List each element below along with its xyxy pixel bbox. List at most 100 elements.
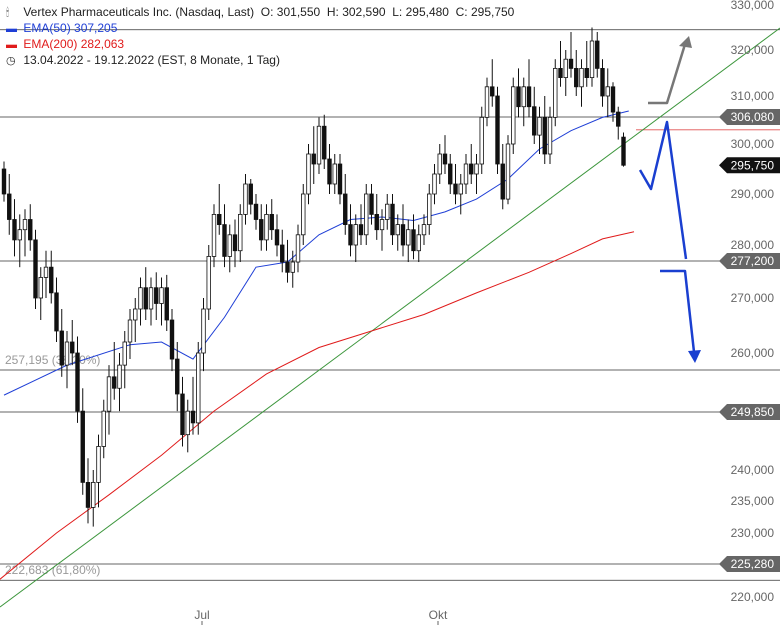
candle-body — [411, 229, 416, 252]
y-axis: 330,000 320,000 310,000 300,000 290,000 280,0… — [731, 0, 775, 604]
price-tag-label: 225,280 — [731, 557, 775, 571]
down-scenario-path — [638, 120, 688, 260]
candle-body — [421, 224, 427, 236]
down-scenario-arrow — [660, 269, 696, 353]
ema50-value: 307,205 — [74, 21, 118, 35]
candle-body — [437, 153, 442, 175]
candle-body — [206, 256, 211, 310]
candle-body — [379, 219, 385, 231]
candle-body — [49, 266, 54, 294]
candle-body — [353, 224, 358, 246]
candle-body — [91, 481, 96, 508]
price-tag-box — [719, 157, 780, 174]
candle-body — [164, 287, 169, 321]
ema50-legend: ▬ EMA(50) 307,205 — [6, 21, 117, 37]
candle-body — [579, 68, 584, 88]
candle-body — [479, 116, 484, 165]
candle-body — [537, 116, 542, 136]
low-value: L: 295,480 — [392, 5, 449, 19]
candle-body — [211, 213, 217, 257]
candle-body — [343, 193, 348, 226]
candle-body — [369, 193, 374, 215]
candle-body — [474, 163, 479, 175]
candle-body — [332, 163, 337, 185]
candle-body — [526, 86, 532, 108]
instrument-header: 🕯 Vertex Pharmaceuticals Inc. (Nasdaq, L… — [6, 5, 514, 21]
candle-body — [80, 410, 85, 483]
candle-body — [505, 143, 511, 200]
candle-body — [448, 163, 453, 185]
candle-body — [138, 287, 143, 310]
price-tag-label: 295,750 — [731, 158, 775, 172]
high-value: H: 302,590 — [326, 5, 386, 19]
instrument-name: Vertex Pharmaceuticals Inc. (Nasdaq, Las… — [23, 5, 255, 19]
horizontal-lines-layer — [0, 29, 780, 581]
candle-body — [385, 203, 390, 220]
candle-body — [169, 319, 175, 360]
candle-body — [75, 352, 80, 412]
candle-body — [306, 153, 311, 195]
candle-body — [159, 287, 164, 304]
candle-body — [358, 224, 364, 236]
price-tag-label: 249,850 — [731, 405, 775, 419]
y-tick-label: 330,000 — [731, 0, 775, 12]
candle-body — [106, 376, 112, 412]
candle-body — [201, 308, 206, 354]
candle-body — [117, 364, 122, 389]
candle-body — [154, 287, 159, 304]
candle-body — [364, 193, 369, 236]
fib-level-label: 222,683 (61,80%) — [5, 563, 100, 577]
candle-body — [33, 239, 38, 299]
candle-body — [516, 86, 521, 108]
candle-body — [553, 68, 558, 118]
y-tick-label: 280,000 — [731, 238, 775, 252]
candle-body — [43, 266, 49, 278]
candle-body — [143, 287, 148, 310]
open-value: O: 301,550 — [260, 5, 321, 19]
candle-body — [348, 224, 353, 246]
candle-body — [54, 292, 59, 332]
candle-body — [542, 116, 547, 155]
candle-body — [12, 219, 17, 241]
candle-body — [248, 183, 253, 205]
candle-body — [301, 193, 306, 236]
candle-body — [17, 229, 22, 241]
candle-body — [458, 183, 463, 195]
candle-body — [589, 40, 595, 78]
up-scenario-arrow — [648, 40, 688, 105]
price-tag-box — [719, 404, 780, 420]
candle-body — [285, 261, 290, 273]
candle-body — [574, 68, 579, 88]
candle-body — [337, 163, 343, 195]
candle-body — [400, 224, 406, 246]
price-tag-label: 306,080 — [731, 110, 775, 124]
candle-body — [395, 224, 400, 236]
candle-body — [180, 393, 185, 436]
candle-body — [232, 234, 238, 252]
ema200-label: EMA(200) — [23, 37, 78, 51]
candle-body — [227, 234, 232, 257]
price-tag-box — [719, 109, 780, 125]
candle-body — [264, 213, 269, 241]
candle-body — [185, 410, 190, 436]
candle-body — [595, 40, 600, 69]
candle-body — [112, 376, 117, 389]
candle-body — [327, 158, 332, 185]
candle-body — [469, 163, 474, 175]
ema50-label: EMA(50) — [23, 21, 71, 35]
x-axis: Jul Okt — [194, 608, 448, 625]
price-tag-label: 277,200 — [731, 254, 775, 268]
candle-body — [600, 68, 605, 97]
candle-body — [621, 136, 626, 166]
candle-body — [243, 183, 248, 215]
candle-body — [442, 153, 448, 165]
y-tick-label: 270,000 — [731, 291, 775, 305]
candle-body — [59, 330, 64, 366]
price-tag-box — [719, 253, 780, 269]
ema200-value: 282,063 — [80, 37, 125, 51]
candle-body — [101, 410, 106, 447]
candle-body — [374, 213, 379, 231]
candle-body — [148, 287, 154, 310]
candle-body — [127, 319, 133, 343]
